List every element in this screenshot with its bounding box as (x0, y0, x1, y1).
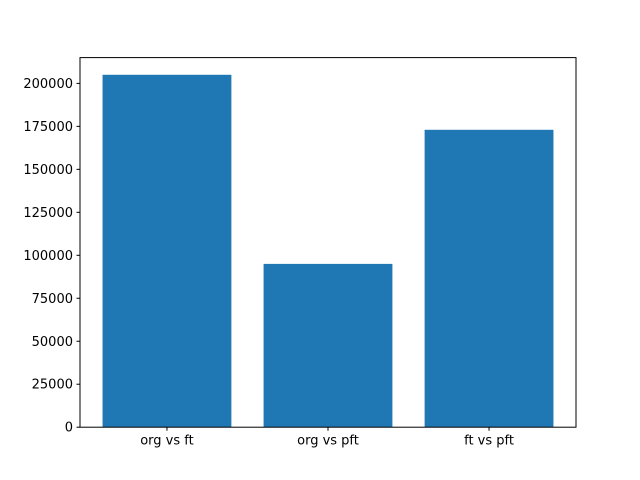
x-category-label: ft vs pft (464, 434, 514, 449)
bar-org-vs-pft (263, 263, 393, 428)
y-tick-label: 200000 (23, 77, 73, 92)
bar-org-vs-ft (102, 74, 232, 428)
y-tick-label: 0 (65, 421, 73, 436)
y-tick-label: 150000 (23, 163, 73, 178)
y-tick-label: 100000 (23, 249, 73, 264)
y-tick-label: 25000 (32, 378, 73, 393)
y-tick-label: 125000 (23, 206, 73, 221)
x-category-label: org vs ft (140, 434, 194, 449)
bar-ft-vs-pft (424, 129, 554, 428)
y-tick-label: 50000 (32, 335, 73, 350)
x-category-label: org vs pft (297, 434, 359, 449)
y-tick-label: 75000 (32, 292, 73, 307)
y-tick-label: 175000 (23, 120, 73, 135)
